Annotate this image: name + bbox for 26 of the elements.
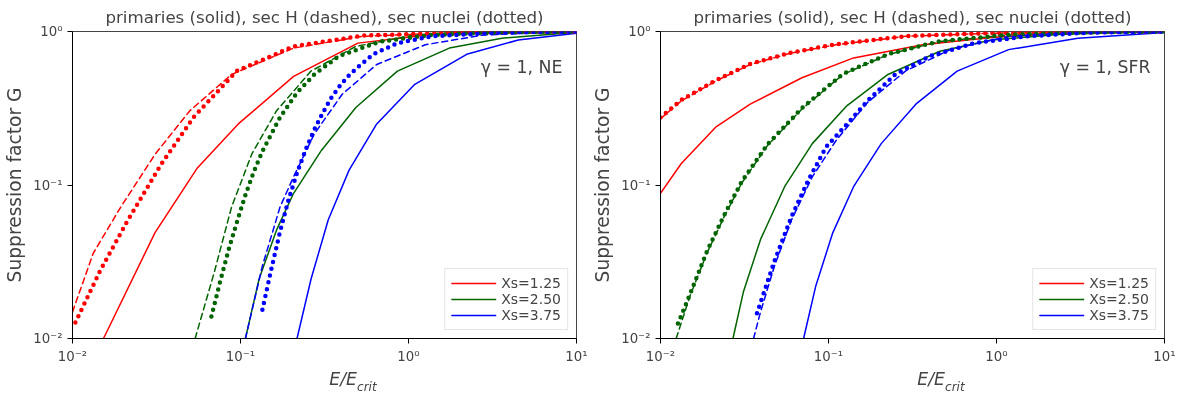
legend-label: Xs=2.50: [501, 291, 561, 307]
chart-title: primaries (solid), sec H (dashed), sec nuclei (dotted): [105, 7, 544, 27]
annotation: γ = 1, SFR: [1059, 56, 1151, 77]
x-tick-label: 10⁻¹: [813, 348, 844, 364]
x-tick-label: 10¹: [1153, 348, 1176, 364]
y-tick-label: 10⁰: [628, 24, 651, 39]
legend-label: Xs=1.25: [1089, 275, 1149, 291]
y-tick-label: 10⁻²: [33, 331, 63, 346]
x-tick-label: 10⁻²: [645, 348, 676, 364]
legend-label: Xs=2.50: [1089, 291, 1149, 307]
y-tick-label: 10⁻¹: [33, 177, 63, 193]
chart-title: primaries (solid), sec H (dashed), sec nuclei (dotted): [693, 7, 1132, 27]
x-tick-label: 10⁰: [985, 348, 1008, 364]
x-tick-label: 10⁻²: [57, 348, 88, 364]
y-tick-label: 10⁰: [40, 24, 63, 39]
y-tick-label: 10⁻²: [621, 331, 651, 346]
annotation: γ = 1, NE: [480, 56, 563, 77]
y-axis-title: Suppression factor G: [4, 87, 26, 283]
x-tick-label: 10¹: [565, 348, 588, 364]
x-tick-label: 10⁰: [397, 348, 420, 364]
y-axis-title: Suppression factor G: [592, 87, 614, 283]
legend-label: Xs=3.75: [501, 307, 561, 323]
legend-label: Xs=1.25: [501, 275, 561, 291]
y-tick-label: 10⁻¹: [621, 177, 651, 193]
x-tick-label: 10⁻¹: [225, 348, 256, 364]
legend-label: Xs=3.75: [1089, 307, 1149, 323]
